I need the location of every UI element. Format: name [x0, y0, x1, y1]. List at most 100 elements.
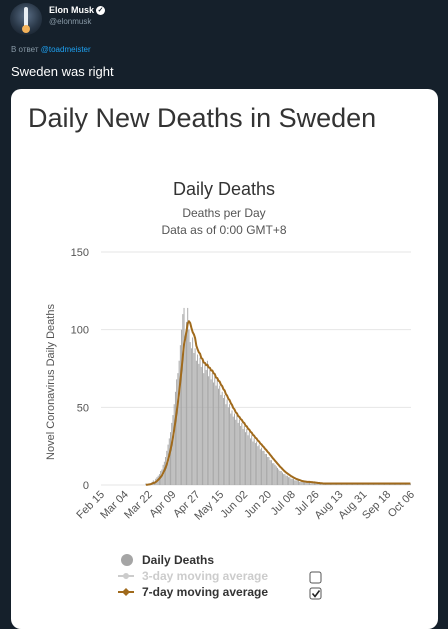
- bar-daily-deaths[interactable]: [215, 385, 217, 485]
- bar-daily-deaths[interactable]: [258, 444, 260, 485]
- bar-daily-deaths[interactable]: [285, 475, 287, 485]
- bar-daily-deaths[interactable]: [195, 360, 197, 485]
- bar-daily-deaths[interactable]: [257, 446, 259, 485]
- bar-daily-deaths[interactable]: [296, 480, 298, 485]
- bar-daily-deaths[interactable]: [305, 481, 307, 485]
- bar-daily-deaths[interactable]: [251, 435, 253, 485]
- bar-daily-deaths[interactable]: [317, 483, 319, 485]
- bar-daily-deaths[interactable]: [279, 471, 281, 485]
- bar-daily-deaths[interactable]: [203, 373, 205, 485]
- bar-daily-deaths[interactable]: [222, 398, 224, 485]
- bar-daily-deaths[interactable]: [194, 348, 196, 485]
- bar-daily-deaths[interactable]: [265, 453, 267, 485]
- bar-daily-deaths[interactable]: [161, 469, 163, 485]
- bar-daily-deaths[interactable]: [171, 422, 173, 485]
- bar-daily-deaths[interactable]: [290, 478, 292, 485]
- bar-daily-deaths[interactable]: [214, 376, 216, 485]
- bar-daily-deaths[interactable]: [320, 483, 322, 485]
- bar-daily-deaths[interactable]: [193, 352, 195, 485]
- bar-daily-deaths[interactable]: [263, 450, 265, 485]
- bar-daily-deaths[interactable]: [183, 307, 185, 485]
- legend-daily-deaths-label[interactable]: Daily Deaths: [142, 553, 214, 567]
- bar-daily-deaths[interactable]: [209, 370, 211, 485]
- bar-daily-deaths[interactable]: [216, 379, 218, 485]
- bar-daily-deaths[interactable]: [224, 394, 226, 485]
- bar-daily-deaths[interactable]: [234, 413, 235, 485]
- bar-daily-deaths[interactable]: [291, 478, 293, 485]
- bar-daily-deaths[interactable]: [286, 475, 288, 485]
- bar-daily-deaths[interactable]: [302, 481, 304, 485]
- legend-7-day-checkbox[interactable]: [309, 587, 322, 600]
- author-name[interactable]: Elon Musk ✓: [49, 5, 106, 16]
- bar-daily-deaths[interactable]: [261, 447, 262, 485]
- bar-daily-deaths[interactable]: [177, 373, 179, 485]
- bar-daily-deaths[interactable]: [245, 432, 247, 485]
- bar-daily-deaths[interactable]: [315, 483, 317, 485]
- bar-daily-deaths[interactable]: [277, 467, 278, 485]
- bar-daily-deaths[interactable]: [197, 354, 199, 485]
- avatar[interactable]: [10, 3, 42, 35]
- reply-mention-link[interactable]: @toadmeister: [40, 45, 91, 54]
- bar-daily-deaths[interactable]: [242, 429, 244, 485]
- bar-daily-deaths[interactable]: [267, 457, 269, 485]
- bar-daily-deaths[interactable]: [280, 471, 282, 485]
- bar-daily-deaths[interactable]: [274, 464, 276, 485]
- bar-daily-deaths[interactable]: [174, 391, 176, 485]
- bar-daily-deaths[interactable]: [313, 481, 315, 485]
- bar-daily-deaths[interactable]: [184, 337, 186, 485]
- bar-daily-deaths[interactable]: [310, 483, 312, 485]
- bar-daily-deaths[interactable]: [299, 481, 301, 485]
- author-name-text[interactable]: Elon Musk: [49, 5, 95, 15]
- bar-daily-deaths[interactable]: [170, 432, 171, 485]
- bar-daily-deaths[interactable]: [281, 472, 283, 485]
- bar-daily-deaths[interactable]: [254, 443, 256, 485]
- bar-daily-deaths[interactable]: [289, 477, 291, 485]
- bar-daily-deaths[interactable]: [186, 321, 187, 485]
- bar-daily-deaths[interactable]: [220, 394, 222, 485]
- bar-daily-deaths[interactable]: [231, 410, 233, 485]
- bar-daily-deaths[interactable]: [269, 460, 271, 485]
- bar-daily-deaths[interactable]: [165, 457, 167, 485]
- bar-daily-deaths[interactable]: [192, 337, 194, 485]
- bar-daily-deaths[interactable]: [211, 373, 213, 485]
- bar-daily-deaths[interactable]: [236, 415, 238, 485]
- legend-3-day-checkbox[interactable]: [309, 571, 322, 584]
- bar-daily-deaths[interactable]: [221, 391, 223, 485]
- bar-daily-deaths[interactable]: [226, 399, 228, 485]
- bar-daily-deaths[interactable]: [256, 441, 258, 485]
- bar-daily-deaths[interactable]: [172, 415, 174, 485]
- bar-daily-deaths[interactable]: [238, 419, 240, 485]
- bar-daily-deaths[interactable]: [166, 450, 168, 485]
- bar-daily-deaths[interactable]: [253, 438, 255, 485]
- bar-daily-deaths[interactable]: [163, 461, 165, 485]
- bar-daily-deaths[interactable]: [181, 329, 183, 485]
- bar-daily-deaths[interactable]: [210, 379, 212, 485]
- bar-daily-deaths[interactable]: [176, 379, 178, 485]
- bar-daily-deaths[interactable]: [213, 382, 215, 485]
- bar-daily-deaths[interactable]: [243, 425, 245, 485]
- bar-daily-deaths[interactable]: [309, 481, 310, 485]
- bar-daily-deaths[interactable]: [247, 435, 249, 485]
- bar-daily-deaths[interactable]: [246, 429, 248, 485]
- bar-daily-deaths[interactable]: [270, 460, 272, 485]
- bar-daily-deaths[interactable]: [300, 481, 302, 485]
- bar-daily-deaths[interactable]: [294, 480, 296, 485]
- bar-daily-deaths[interactable]: [168, 438, 170, 485]
- bar-daily-deaths[interactable]: [200, 366, 202, 485]
- bar-daily-deaths[interactable]: [173, 404, 175, 485]
- bar-daily-deaths[interactable]: [230, 413, 232, 485]
- bar-daily-deaths[interactable]: [409, 483, 411, 485]
- bar-daily-deaths[interactable]: [278, 469, 280, 485]
- bar-daily-deaths[interactable]: [304, 481, 306, 485]
- bar-daily-deaths[interactable]: [297, 480, 299, 485]
- bar-daily-deaths[interactable]: [272, 463, 274, 485]
- bar-daily-deaths[interactable]: [259, 449, 261, 485]
- bar-daily-deaths[interactable]: [250, 438, 251, 485]
- bar-daily-deaths[interactable]: [237, 422, 239, 485]
- bar-daily-deaths[interactable]: [235, 419, 237, 485]
- bar-daily-deaths[interactable]: [198, 363, 200, 485]
- bar-daily-deaths[interactable]: [318, 483, 320, 485]
- bar-daily-deaths[interactable]: [206, 360, 208, 485]
- bar-daily-deaths[interactable]: [248, 432, 250, 485]
- bar-daily-deaths[interactable]: [273, 463, 275, 485]
